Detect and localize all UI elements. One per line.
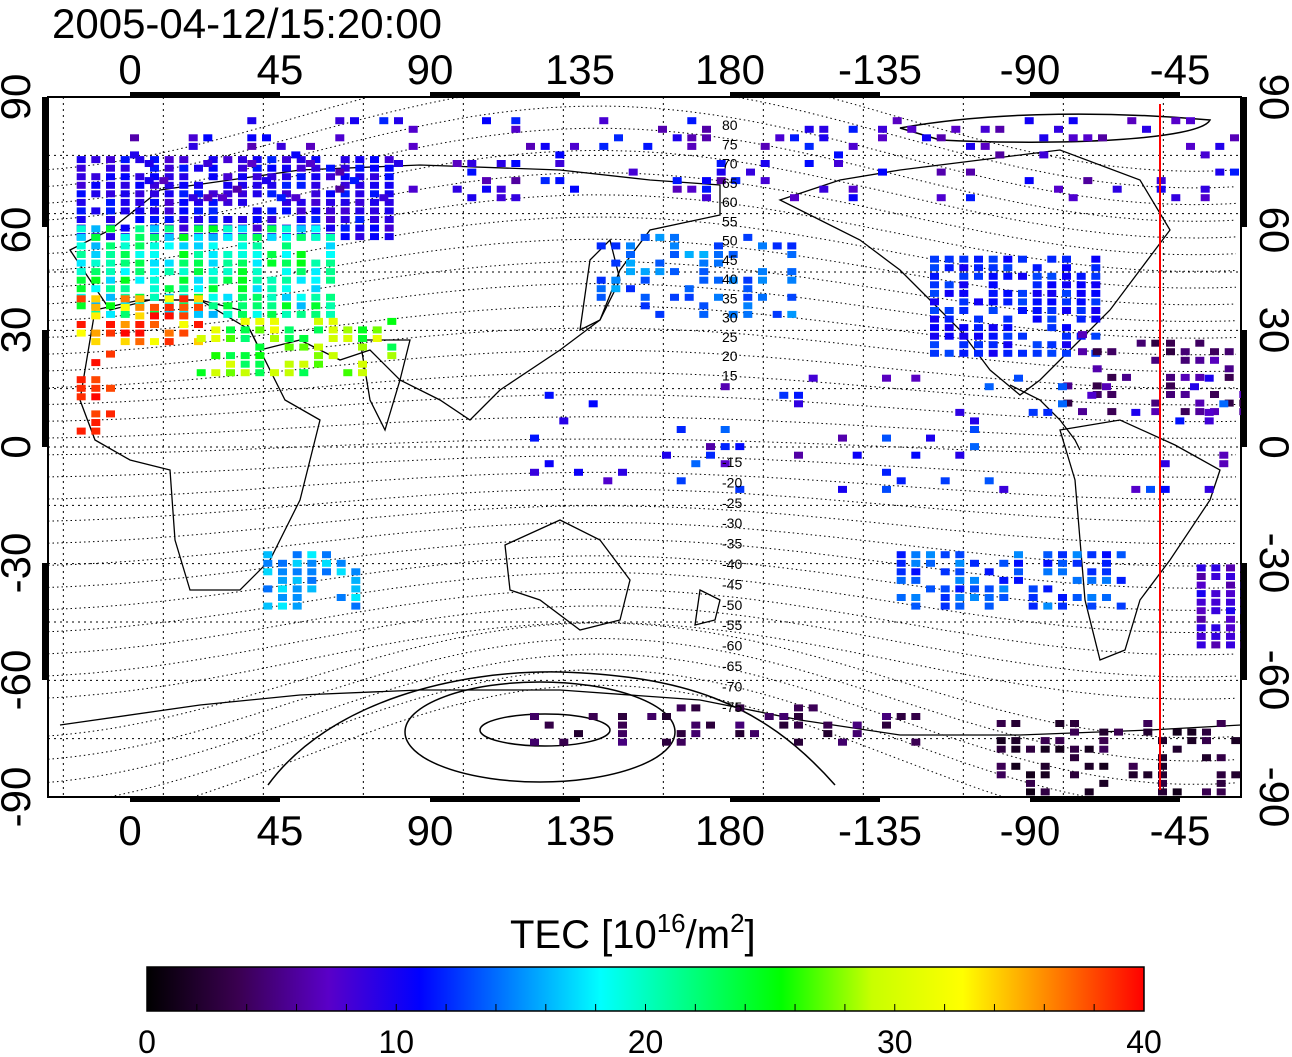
y-tick-label: 90: [1251, 74, 1292, 121]
x-tick-label: 90: [407, 807, 454, 854]
contour-label: 75: [722, 136, 738, 152]
x-tick-label: -90: [1000, 807, 1061, 854]
x-tick-label: 135: [545, 807, 615, 854]
contour-label: 65: [722, 175, 738, 191]
contour-label: -30: [722, 515, 742, 531]
contour-label: -20: [722, 474, 742, 490]
contour-label: -55: [722, 617, 742, 633]
colorbar: [146, 966, 1145, 1012]
contour-label: 35: [722, 290, 738, 306]
y-tick-label: 90: [0, 74, 39, 121]
contour-label: -45: [722, 576, 742, 592]
x-tick-label: 180: [695, 46, 765, 93]
contour-label: -15: [722, 454, 742, 470]
map-title: 2005-04-12/15:20:00: [52, 0, 442, 47]
colorbar-tick-label: 10: [378, 1024, 414, 1057]
colorbar-tick-label: 0: [138, 1024, 156, 1057]
contour-label: 20: [722, 348, 738, 364]
colorbar-tick-label: 20: [628, 1024, 664, 1057]
y-tick-label: 30: [1251, 307, 1292, 354]
y-tick-label: 30: [0, 307, 39, 354]
y-tick-label: -60: [1251, 650, 1292, 711]
contour-label: -50: [722, 597, 742, 613]
contour-label: 80: [722, 117, 738, 133]
x-tick-label: 45: [257, 807, 304, 854]
contour-label: -40: [722, 556, 742, 572]
y-ticks-right: 90 60 30 0 -30 -60 -90: [1251, 74, 1292, 828]
colorbar-tick-label: 30: [877, 1024, 913, 1057]
x-ticks-bottom: 0 45 90 135 180 -135 -90 -45: [118, 807, 1210, 854]
contour-label: -75: [722, 699, 742, 715]
colorbar-tick-label: 40: [1126, 1024, 1162, 1057]
x-tick-label: -135: [838, 46, 922, 93]
x-tick-label: 0: [118, 46, 141, 93]
contour-label: -25: [722, 495, 742, 511]
x-tick-label: -45: [1150, 46, 1211, 93]
contour-label: 60: [722, 194, 738, 210]
contour-label: -35: [722, 536, 742, 552]
south-polar-contours: [267, 113, 1212, 786]
x-tick-label: 135: [545, 46, 615, 93]
colorbar-ticks: 0 10 20 30 40: [138, 1004, 1162, 1057]
x-ticks-top: 0 45 90 135 180 -135 -90 -45: [118, 46, 1210, 93]
x-tick-label: -135: [838, 807, 922, 854]
contour-label: 40: [722, 271, 738, 287]
contour-label: 50: [722, 233, 738, 249]
contour-labels: 80 75 70 65 60 55 50 45 40 35 30 25 20 15 -15 -20 -25 -30…: [722, 117, 742, 715]
contour-label: 30: [722, 310, 738, 326]
contour-label: -70: [722, 678, 742, 694]
y-tick-label: -90: [0, 767, 39, 828]
contour-label: 55: [722, 213, 738, 229]
contour-label: -65: [722, 658, 742, 674]
x-tick-label: -45: [1150, 807, 1211, 854]
contour-label: 25: [722, 329, 738, 345]
axis-bands: [42, 92, 1247, 802]
contour-label: -60: [722, 638, 742, 654]
y-ticks-left: 90 60 30 0 -30 -60 -90: [0, 74, 39, 828]
y-tick-label: 0: [1251, 435, 1292, 458]
x-tick-label: 45: [257, 46, 304, 93]
y-tick-label: -60: [0, 650, 39, 711]
tec-data-cells: [76, 117, 1241, 796]
y-tick-label: 60: [0, 207, 39, 254]
contour-label: 70: [722, 156, 738, 172]
colorbar-label: TEC [1016/m2]: [510, 908, 756, 957]
x-tick-label: 90: [407, 46, 454, 93]
x-tick-label: -90: [1000, 46, 1061, 93]
x-tick-label: 180: [695, 807, 765, 854]
y-tick-label: 0: [0, 435, 39, 458]
y-tick-label: -30: [0, 533, 39, 594]
y-tick-label: 60: [1251, 207, 1292, 254]
contour-label: 15: [722, 367, 738, 383]
y-tick-label: -30: [1251, 533, 1292, 594]
contour-label: 45: [722, 252, 738, 268]
x-tick-label: 0: [118, 807, 141, 854]
y-tick-label: -90: [1251, 767, 1292, 828]
